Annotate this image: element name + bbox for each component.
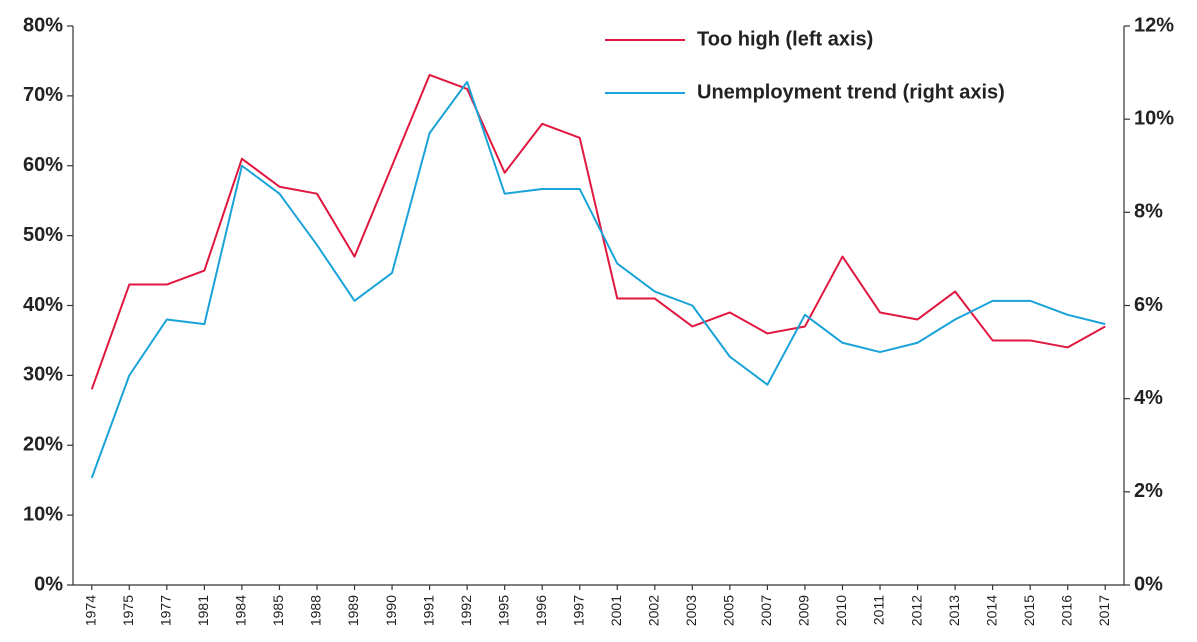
x-tick-label: 1988 xyxy=(308,595,324,626)
y-tick-label: 80% xyxy=(23,14,63,36)
x-tick-label: 1989 xyxy=(345,595,361,626)
x-tick-label: 1990 xyxy=(383,595,399,626)
x-tick-label: 2007 xyxy=(758,595,774,626)
y2-tick-label: 10% xyxy=(1134,107,1174,129)
x-tick-label: 2011 xyxy=(871,595,887,625)
y-tick-label: 40% xyxy=(23,294,63,316)
y2-tick-label: 8% xyxy=(1134,201,1163,223)
x-tick-label: 1975 xyxy=(120,595,136,626)
x-tick-label: 2002 xyxy=(646,595,662,626)
x-tick-label: 1985 xyxy=(270,595,286,626)
y-tick-label: 30% xyxy=(23,364,63,386)
x-tick-label: 1981 xyxy=(195,595,211,626)
x-tick-label: 2001 xyxy=(608,595,624,626)
legend-label: Too high (left axis) xyxy=(697,28,873,50)
y2-tick-label: 4% xyxy=(1134,387,1163,409)
x-tick-label: 2005 xyxy=(721,595,737,626)
x-tick-label: 1974 xyxy=(82,595,98,626)
x-tick-label: 1996 xyxy=(533,595,549,626)
y2-tick-label: 2% xyxy=(1134,480,1163,502)
y-tick-label: 50% xyxy=(23,224,63,246)
x-tick-label: 1977 xyxy=(158,595,174,626)
x-tick-label: 1992 xyxy=(458,595,474,626)
y-tick-label: 70% xyxy=(23,84,63,106)
y-tick-label: 0% xyxy=(34,573,63,595)
x-tick-label: 1995 xyxy=(495,595,511,626)
x-tick-label: 2010 xyxy=(833,595,849,626)
y-tick-label: 20% xyxy=(23,434,63,456)
x-tick-label: 2015 xyxy=(1021,595,1037,626)
x-tick-label: 2012 xyxy=(908,595,924,626)
x-tick-label: 1991 xyxy=(420,595,436,626)
x-tick-label: 2014 xyxy=(983,595,999,626)
x-tick-label: 2013 xyxy=(946,595,962,626)
x-tick-label: 2017 xyxy=(1096,595,1112,626)
y2-tick-label: 0% xyxy=(1134,573,1163,595)
y-tick-label: 10% xyxy=(23,503,63,525)
y2-tick-label: 6% xyxy=(1134,294,1163,316)
x-tick-label: 1997 xyxy=(570,595,586,626)
x-tick-label: 2009 xyxy=(796,595,812,626)
series-line xyxy=(90,73,1106,390)
legend-label: Unemployment trend (right axis) xyxy=(697,81,1005,103)
x-tick-label: 1984 xyxy=(233,595,249,626)
x-tick-label: 2016 xyxy=(1058,595,1074,626)
y-tick-label: 60% xyxy=(23,154,63,176)
series-line xyxy=(90,80,1106,479)
x-tick-label: 2003 xyxy=(683,595,699,626)
y2-tick-label: 12% xyxy=(1134,14,1174,36)
